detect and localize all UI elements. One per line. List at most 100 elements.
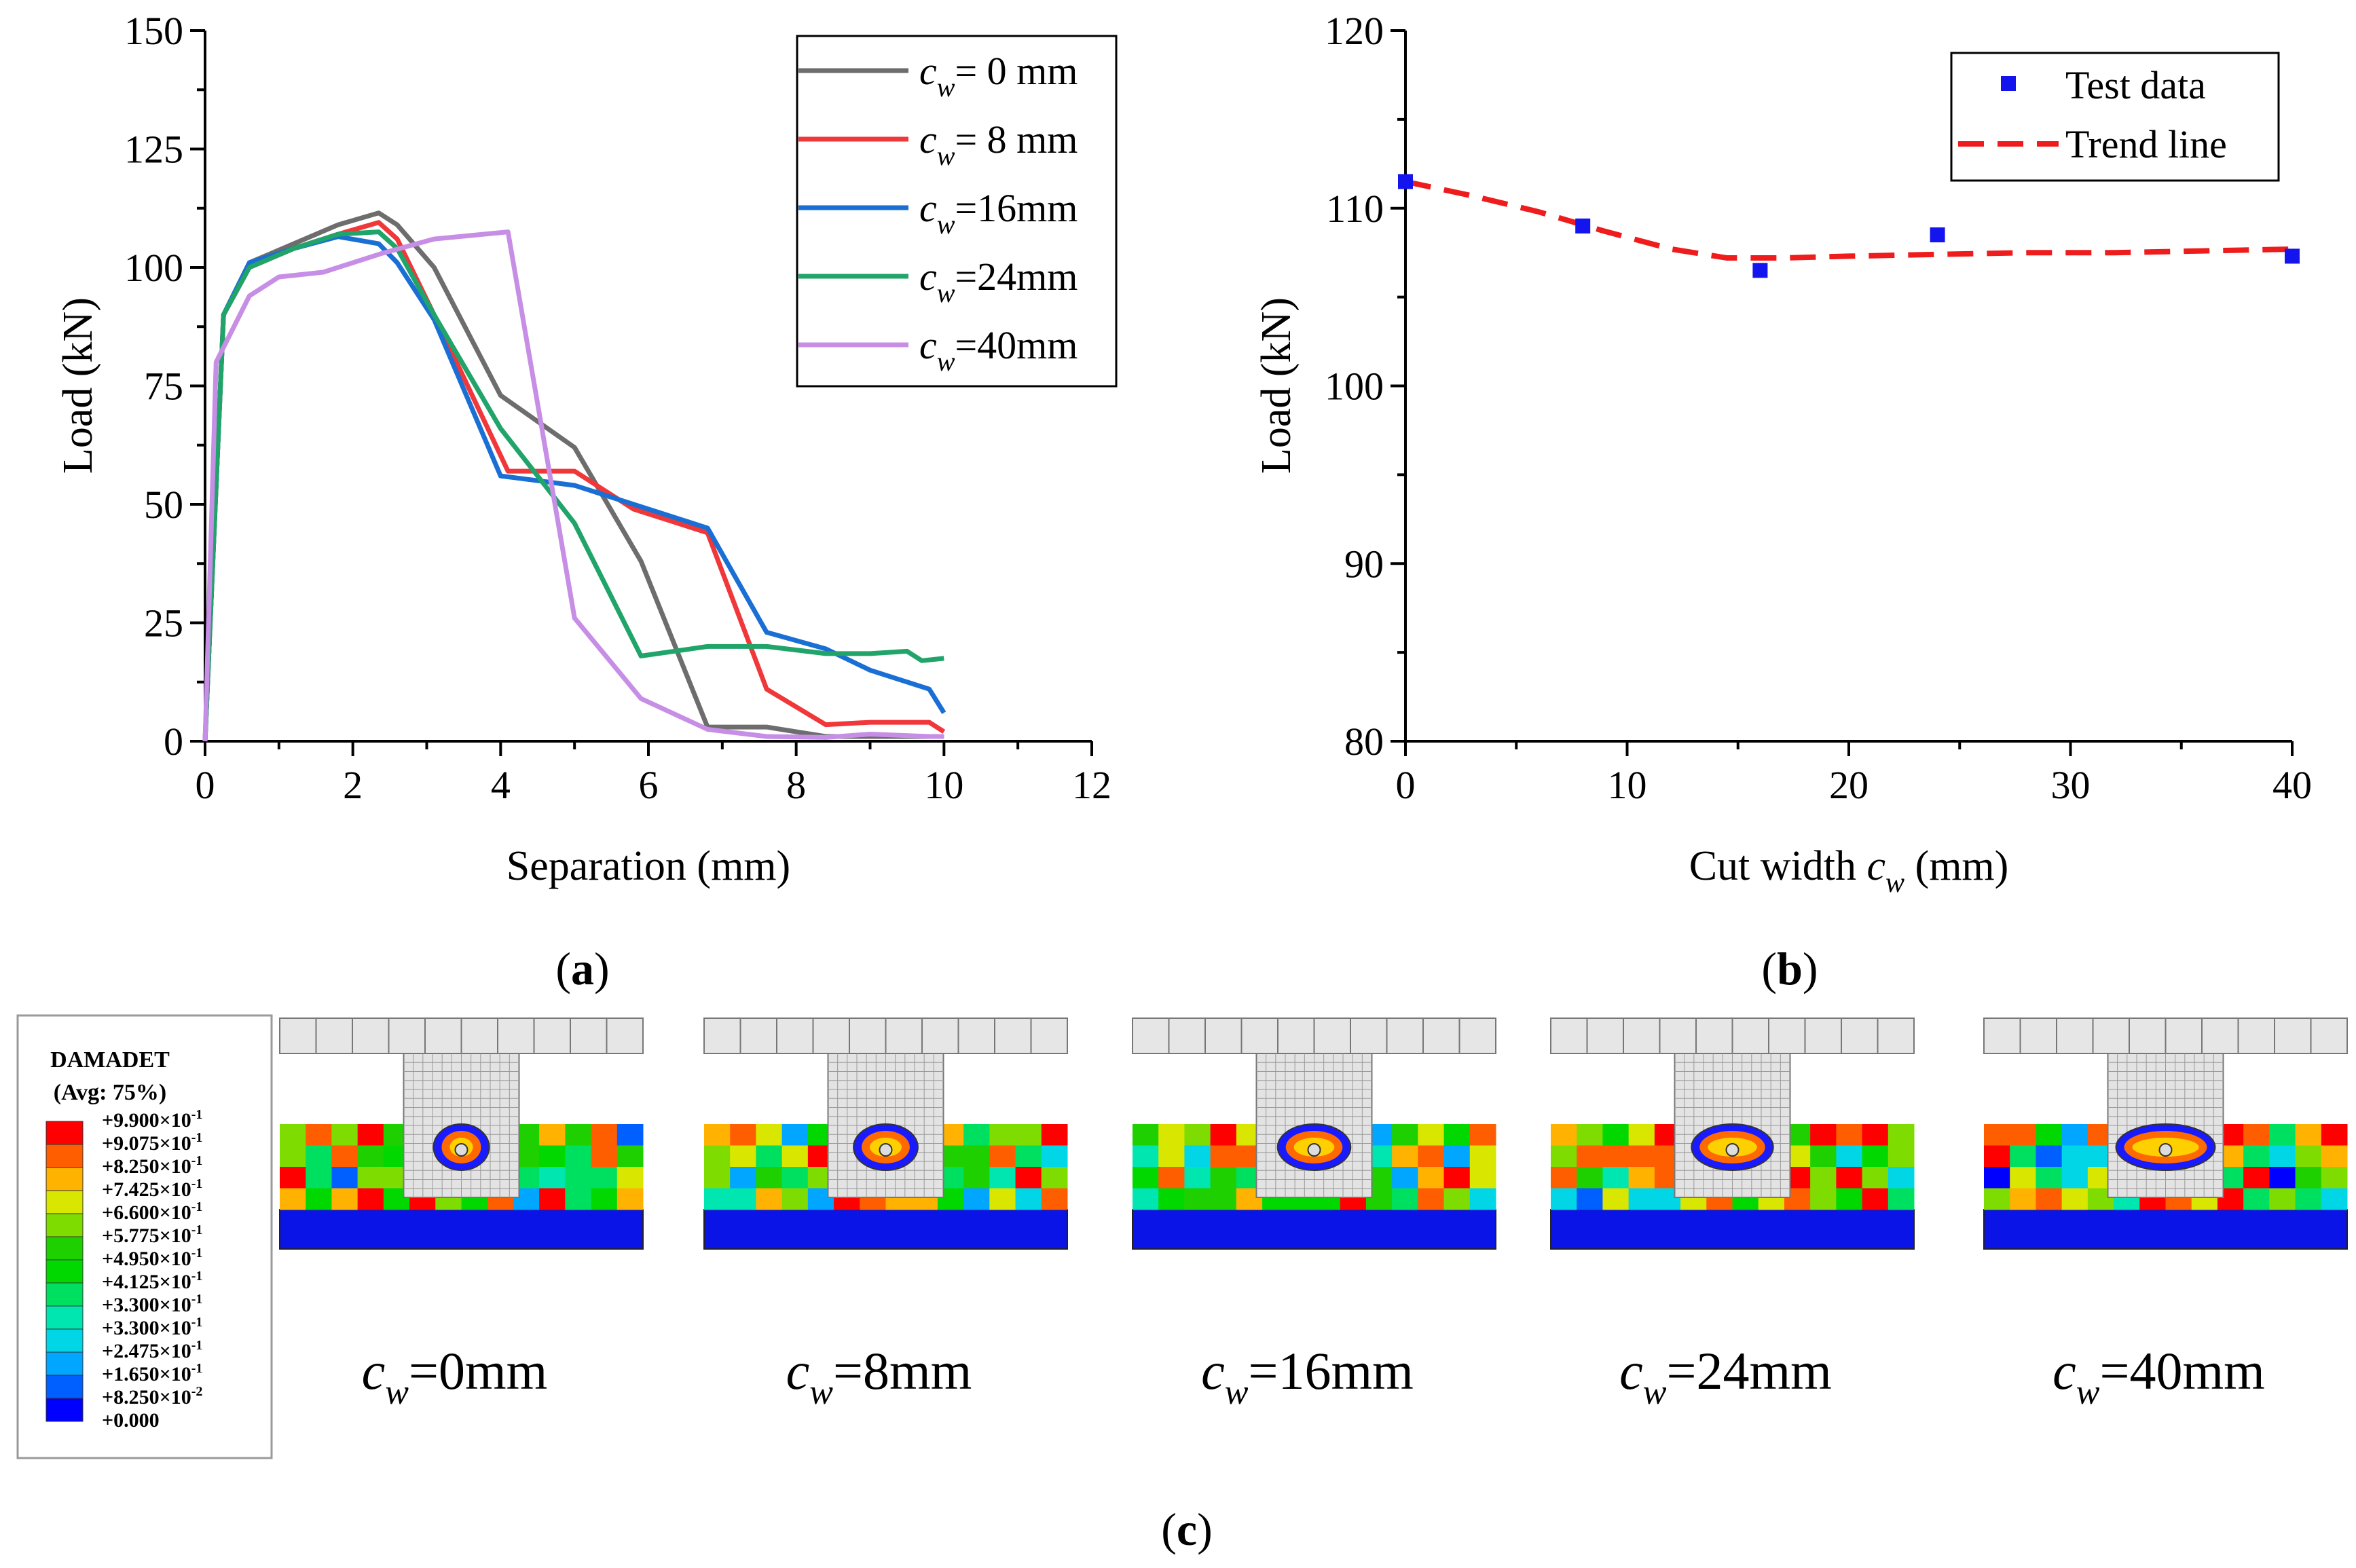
damage-element <box>565 1167 592 1189</box>
legend-entry: cw=24mm <box>919 255 1078 308</box>
damage-element <box>2061 1188 2088 1210</box>
legend-value: +6.600×10-1 <box>102 1199 202 1224</box>
damage-element <box>730 1145 756 1168</box>
case-label: cw=16mm <box>1201 1341 1414 1412</box>
legend-color-band <box>45 1375 84 1399</box>
damage-element <box>1210 1167 1237 1189</box>
chart-a-legend: cw= 0 mm cw= 8 mm cw=16mm cw=24mm cw=40mm <box>796 35 1118 388</box>
legend-value: +0.000 <box>102 1409 160 1432</box>
damage-element <box>1577 1188 1603 1210</box>
damage-element <box>2010 1188 2036 1210</box>
damage-element <box>2269 1124 2296 1146</box>
fe-damage-plot <box>703 1018 1068 1250</box>
damage-element <box>2036 1188 2063 1210</box>
damage-element <box>704 1124 731 1146</box>
damage-element <box>1469 1167 1496 1189</box>
damage-element <box>1862 1167 1889 1189</box>
damage-element <box>1551 1188 1577 1210</box>
legend-title: DAMADET <box>50 1047 170 1072</box>
legend-value: +9.075×10-1 <box>102 1130 202 1155</box>
x-tick-label: 40 <box>2272 763 2312 807</box>
panel-label-b: (b) <box>1761 943 1818 994</box>
damage-element <box>306 1145 332 1168</box>
damage-element <box>1392 1145 1418 1168</box>
damage-element <box>1577 1124 1603 1146</box>
damage-element <box>1577 1145 1603 1168</box>
bolt-node <box>454 1143 468 1157</box>
damage-element <box>1469 1145 1496 1168</box>
damage-element <box>331 1188 358 1210</box>
damage-element <box>1602 1167 1630 1189</box>
legend-color-band <box>45 1328 84 1353</box>
damage-element <box>963 1124 990 1146</box>
damage-element <box>331 1124 358 1146</box>
y-tick-label: 100 <box>124 246 183 290</box>
damage-element <box>1551 1145 1577 1168</box>
case-label: cw=24mm <box>1619 1341 1832 1412</box>
damage-element <box>2243 1124 2270 1146</box>
chart-b-ylabel: Load (kN) <box>1253 297 1300 474</box>
damage-legend: DAMADET(Avg: 75%)+9.900×10-1+9.075×10-1+… <box>16 1014 273 1459</box>
bolt-node <box>2158 1143 2173 1157</box>
damage-element <box>963 1167 990 1189</box>
damage-element <box>331 1145 358 1168</box>
damage-element <box>565 1145 592 1168</box>
damage-element <box>756 1124 783 1146</box>
damage-element <box>1158 1188 1185 1210</box>
damage-element <box>2243 1188 2270 1210</box>
damage-element <box>2321 1167 2348 1189</box>
damage-element <box>1602 1188 1630 1210</box>
damage-element <box>1888 1124 1915 1146</box>
damage-element <box>2269 1167 2296 1189</box>
y-tick-label: 25 <box>144 601 183 646</box>
damage-element <box>306 1167 332 1189</box>
damage-element <box>565 1188 592 1210</box>
damage-element <box>2295 1167 2322 1189</box>
legend-swatch <box>2001 76 2016 91</box>
damage-element <box>1184 1167 1211 1189</box>
damage-element <box>2061 1124 2088 1146</box>
damage-element <box>1862 1188 1889 1210</box>
damage-element <box>1888 1188 1915 1210</box>
damage-element <box>963 1145 990 1168</box>
trend-line <box>1405 179 2293 261</box>
damage-element <box>1810 1145 1837 1168</box>
damage-element <box>1418 1145 1445 1168</box>
y-tick-label: 110 <box>1326 187 1384 231</box>
concrete-base <box>279 1209 644 1250</box>
x-tick-label: 8 <box>786 763 806 807</box>
damage-element <box>357 1188 384 1210</box>
damage-element <box>1577 1167 1603 1189</box>
damage-element <box>2010 1124 2036 1146</box>
damage-element <box>1810 1167 1837 1189</box>
legend-color-band <box>45 1121 84 1145</box>
legend-entry: cw=16mm <box>919 186 1078 240</box>
legend-value: +4.950×10-1 <box>102 1246 202 1270</box>
bolt-node <box>1307 1143 1321 1157</box>
damage-element <box>963 1188 990 1210</box>
x-tick-label: 30 <box>2051 763 2091 807</box>
damage-element <box>1184 1145 1211 1168</box>
damage-element <box>2321 1124 2348 1146</box>
damage-element <box>1184 1124 1211 1146</box>
damage-element <box>280 1124 306 1146</box>
damage-element <box>1158 1145 1185 1168</box>
damage-element <box>1133 1124 1159 1146</box>
fe-damage-plot <box>1132 1018 1496 1250</box>
damage-element <box>1984 1145 2010 1168</box>
y-tick-label: 90 <box>1344 542 1384 586</box>
test-data-point <box>1930 227 1945 243</box>
damage-element <box>756 1188 783 1210</box>
damage-element <box>989 1167 1016 1189</box>
damage-element <box>2243 1167 2270 1189</box>
x-tick-label: 10 <box>1608 763 1647 807</box>
damage-element <box>1836 1167 1863 1189</box>
damage-element <box>1984 1124 2010 1146</box>
damage-element <box>1628 1145 1655 1168</box>
legend-color-band <box>45 1236 84 1261</box>
damage-element <box>1443 1124 1471 1146</box>
damage-element <box>1443 1167 1471 1189</box>
damage-element <box>2010 1145 2036 1168</box>
damage-element <box>1015 1124 1042 1146</box>
y-tick-label: 80 <box>1344 720 1384 764</box>
